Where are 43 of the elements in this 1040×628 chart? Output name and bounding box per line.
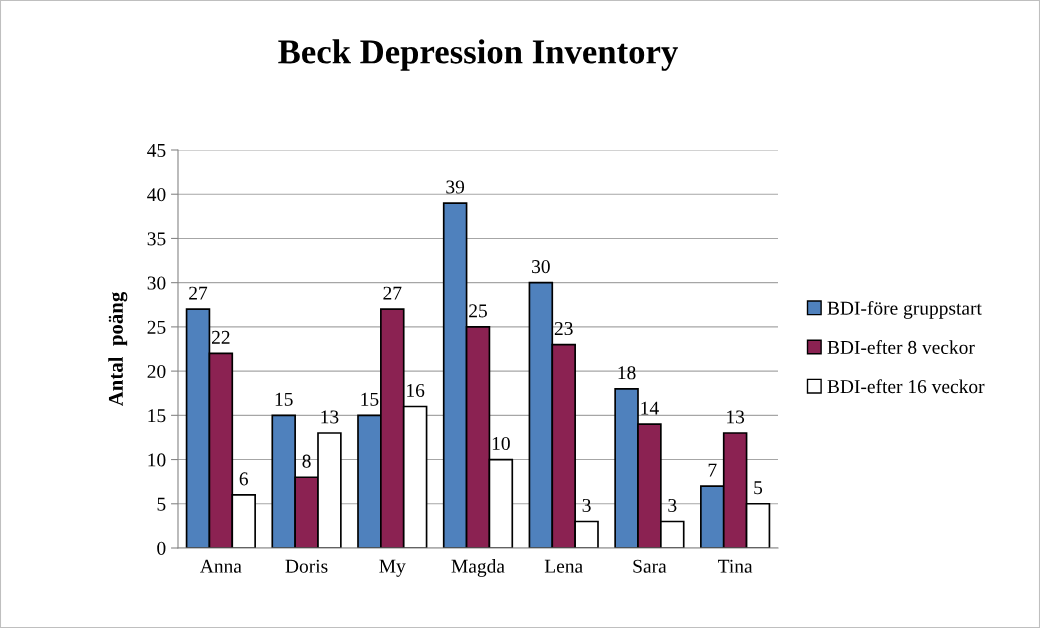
data-label: 7 [708, 463, 717, 477]
x-tick-label: My [379, 559, 406, 577]
data-label: 30 [532, 260, 550, 274]
y-tick-label: 10 [148, 453, 166, 467]
data-label: 15 [361, 392, 379, 406]
x-tick-label: Sara [633, 559, 667, 573]
data-label: 22 [211, 330, 230, 344]
y-tick-label: 45 [147, 143, 166, 157]
data-label: 3 [668, 498, 677, 512]
data-label: 3 [582, 498, 591, 512]
data-label: 8 [302, 454, 311, 468]
x-tick-label: Doris [285, 559, 328, 573]
y-axis-title: Antal poäng [108, 291, 128, 407]
data-label: 14 [641, 401, 659, 415]
legend-label: BDI-efter 8 veckor [827, 340, 975, 354]
y-tick-label: 0 [157, 541, 166, 555]
x-tick-label: Anna [199, 559, 242, 573]
data-label: 23 [554, 322, 573, 336]
data-label: 27 [189, 286, 208, 300]
data-label: 25 [469, 304, 487, 318]
data-label: 16 [407, 383, 425, 397]
data-label: 15 [275, 392, 293, 406]
legend-label: BDI-efter 16 veckor [827, 379, 985, 394]
y-tick-label: 5 [157, 497, 166, 511]
data-label: 6 [239, 472, 248, 486]
legend-label: BDI-före gruppstart [827, 300, 982, 319]
data-label: 13 [727, 410, 745, 424]
y-tick-label: 20 [147, 364, 166, 379]
y-tick-label: 35 [147, 232, 166, 246]
y-tick-label: 40 [147, 188, 166, 202]
x-tick-label: Tina [718, 559, 753, 573]
x-tick-label: Magda [451, 559, 505, 577]
y-tick-label: 25 [147, 320, 166, 334]
data-label: 10 [492, 436, 510, 451]
data-label: 18 [618, 366, 636, 380]
data-label: 13 [321, 410, 339, 424]
chart-title: Beck Depression Inventory [278, 39, 678, 71]
data-label: 5 [754, 481, 763, 495]
y-tick-label: 15 [148, 409, 166, 423]
x-tick-label: Lena [544, 559, 583, 573]
data-label: 27 [383, 286, 402, 300]
data-label: 39 [446, 180, 465, 194]
y-tick-label: 30 [147, 276, 166, 290]
